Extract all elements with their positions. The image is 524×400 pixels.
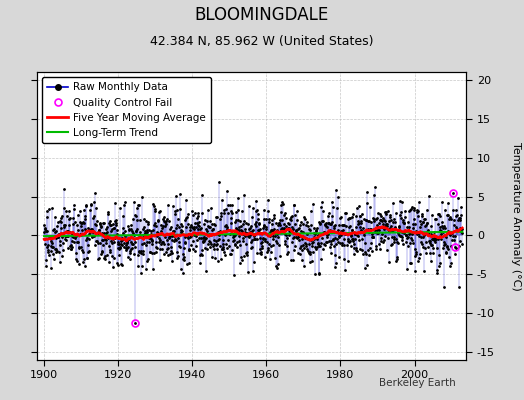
Y-axis label: Temperature Anomaly (°C): Temperature Anomaly (°C) [511,142,521,290]
Legend: Raw Monthly Data, Quality Control Fail, Five Year Moving Average, Long-Term Tren: Raw Monthly Data, Quality Control Fail, … [42,77,211,143]
Text: 42.384 N, 85.962 W (United States): 42.384 N, 85.962 W (United States) [150,35,374,48]
Text: Berkeley Earth: Berkeley Earth [379,378,456,388]
Text: BLOOMINGDALE: BLOOMINGDALE [195,6,329,24]
